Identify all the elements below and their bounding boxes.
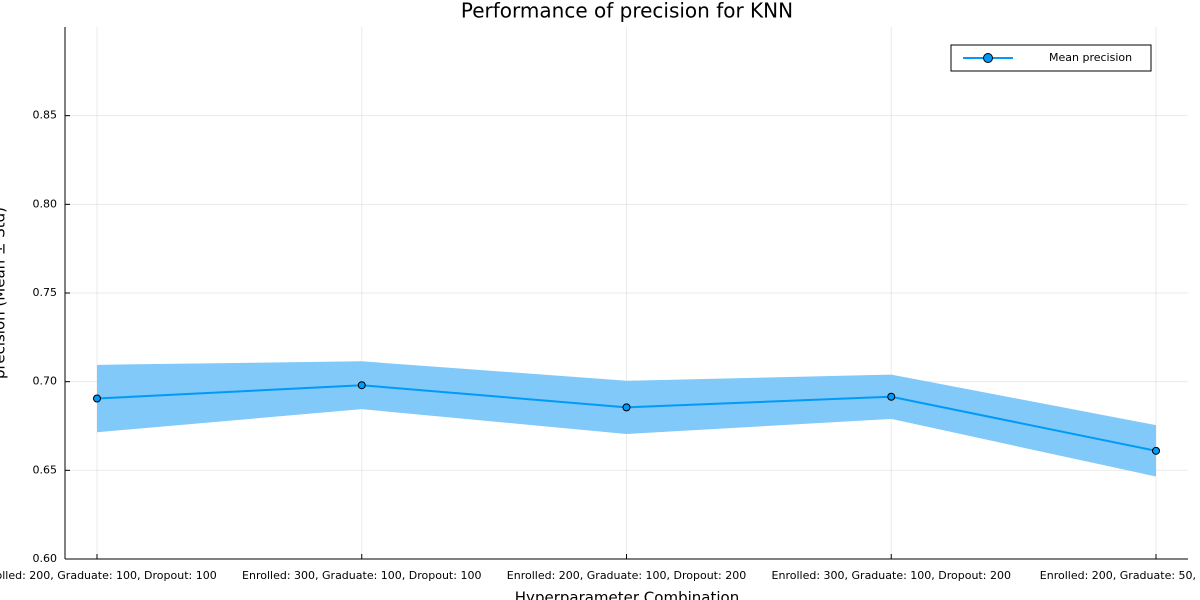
x-tick-label: Enrolled: 300, Graduate: 100, Dropout: 1… — [242, 569, 481, 582]
marker — [357, 381, 366, 390]
marker — [622, 403, 631, 412]
legend-label: Mean precision — [1049, 51, 1132, 64]
x-tick-label: Enrolled: 300, Graduate: 100, Dropout: 2… — [772, 569, 1011, 582]
marker — [1152, 446, 1160, 455]
y-tick-label: 0.65 — [33, 463, 58, 476]
marker — [887, 392, 896, 401]
y-tick-label: 0.85 — [33, 109, 58, 122]
legend-marker — [983, 53, 993, 63]
x-axis-label: Hyperparameter Combination — [515, 589, 739, 600]
marker — [93, 394, 101, 403]
y-axis-label: precision (Mean ± Std) — [0, 207, 9, 379]
y-tick-label: 0.80 — [33, 197, 58, 210]
y-tick-label: 0.70 — [33, 375, 58, 388]
x-tick-label: Enrolled: 200, Graduate: 100, Dropout: 1… — [0, 569, 217, 582]
x-tick-label: Enrolled: 200, Graduate: 100, Dropout: 2… — [507, 569, 746, 582]
x-tick-label: Enrolled: 200, Graduate: 50, Dropout: 10… — [1040, 569, 1200, 582]
y-tick-label: 0.75 — [33, 286, 58, 299]
chart-title: Performance of precision for KNN — [461, 0, 793, 23]
error-band — [97, 361, 1156, 477]
y-tick-label: 0.60 — [33, 552, 58, 565]
